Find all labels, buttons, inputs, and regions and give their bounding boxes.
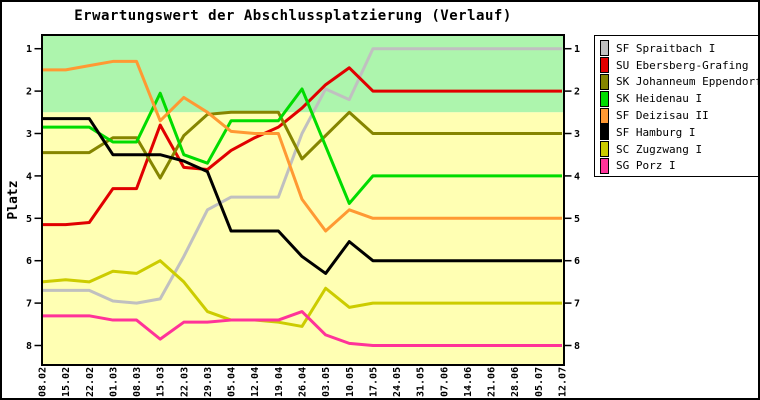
x-tick-label: 14.06 bbox=[463, 367, 474, 397]
legend-item: SF Spraitbach I bbox=[600, 40, 758, 57]
y-tick-label-right: 4 bbox=[574, 171, 580, 182]
y-tick-label-left: 4 bbox=[26, 171, 32, 182]
legend-item: SK Heidenau I bbox=[600, 90, 758, 107]
legend-label: SC Zugzwang I bbox=[616, 142, 703, 156]
legend-item: SF Deizisau II bbox=[600, 107, 758, 124]
legend-label: SF Spraitbach I bbox=[616, 41, 716, 55]
legend-label: SG Porz I bbox=[616, 159, 676, 173]
legend-item: SF Hamburg I bbox=[600, 124, 758, 141]
x-tick-label: 15.02 bbox=[61, 367, 72, 397]
x-tick-label: 29.03 bbox=[203, 367, 214, 397]
x-tick-label: 26.04 bbox=[298, 367, 309, 397]
series-line bbox=[42, 59, 562, 233]
series-line bbox=[42, 66, 562, 227]
x-tick-label: 12.07 bbox=[558, 367, 569, 397]
series-line bbox=[42, 110, 562, 180]
x-tick-label: 12.04 bbox=[250, 367, 261, 397]
y-tick-label-left: 8 bbox=[26, 341, 32, 352]
x-tick-label: 15.03 bbox=[156, 367, 167, 397]
y-tick-label-right: 3 bbox=[574, 129, 580, 140]
x-tick-label: 22.02 bbox=[85, 367, 96, 397]
legend-swatch bbox=[600, 57, 609, 74]
plot-border bbox=[41, 34, 565, 366]
x-tick-label: 10.05 bbox=[345, 367, 356, 397]
series-line bbox=[41, 259, 562, 328]
x-tick-label: 19.04 bbox=[274, 367, 285, 397]
series-line bbox=[42, 310, 562, 347]
legend-label: SF Hamburg I bbox=[616, 125, 696, 139]
legend-item: SU Ebersberg-Grafing bbox=[600, 57, 758, 74]
y-tick-label-right: 6 bbox=[574, 256, 580, 267]
x-tick-label: 24.05 bbox=[392, 367, 403, 397]
y-tick-label-right: 5 bbox=[574, 214, 580, 225]
qualification-zone-band bbox=[42, 35, 564, 113]
legend-item: SG Porz I bbox=[600, 157, 758, 175]
legend-swatch bbox=[600, 157, 609, 174]
x-tick-label: 22.03 bbox=[179, 367, 190, 397]
x-tick-label: 08.02 bbox=[38, 367, 49, 397]
legend-swatch bbox=[600, 124, 609, 141]
y-tick-label-right: 8 bbox=[574, 341, 580, 352]
x-tick-label: 05.07 bbox=[534, 367, 545, 397]
x-tick-label: 28.06 bbox=[510, 367, 521, 397]
y-tick-label-left: 5 bbox=[26, 214, 32, 225]
legend-swatch bbox=[600, 40, 609, 57]
legend-swatch bbox=[600, 107, 609, 124]
y-tick-label-left: 1 bbox=[26, 44, 32, 55]
x-tick-label: 21.06 bbox=[487, 367, 498, 397]
y-tick-label-right: 7 bbox=[574, 299, 580, 310]
series-line bbox=[42, 87, 562, 205]
y-tick-label-right: 1 bbox=[574, 44, 580, 55]
y-tick-label-right: 2 bbox=[574, 87, 580, 98]
series-line bbox=[42, 117, 562, 275]
legend-label: SF Deizisau II bbox=[616, 109, 709, 123]
x-tick-label: 05.04 bbox=[227, 367, 238, 397]
y-tick-label-left: 6 bbox=[26, 256, 32, 267]
legend-label: SU Ebersberg-Grafing bbox=[616, 58, 749, 72]
legend-swatch bbox=[600, 73, 609, 90]
legend-item: SK Johanneum Eppendorf I bbox=[600, 73, 760, 91]
y-tick-label-left: 2 bbox=[26, 87, 32, 98]
legend-item: SC Zugzwang I bbox=[600, 141, 758, 158]
series-line bbox=[42, 47, 562, 305]
legend-swatch bbox=[600, 90, 609, 107]
x-tick-label: 17.05 bbox=[368, 367, 379, 397]
legend-swatch bbox=[600, 141, 609, 158]
x-tick-label: 01.03 bbox=[108, 367, 119, 397]
x-tick-label: 03.05 bbox=[321, 367, 332, 397]
legend-label: SK Johanneum Eppendorf I bbox=[616, 75, 760, 89]
legend-label: SK Heidenau I bbox=[616, 92, 703, 106]
y-tick-label-left: 7 bbox=[26, 299, 32, 310]
y-axis-title: Platz bbox=[6, 180, 21, 219]
legend: SF Spraitbach I SU Ebersberg-Grafing SK Jo… bbox=[594, 35, 760, 177]
x-tick-label: 08.03 bbox=[132, 367, 143, 397]
x-tick-label: 31.05 bbox=[416, 367, 427, 397]
y-tick-label-left: 3 bbox=[26, 129, 32, 140]
x-tick-label: 07.06 bbox=[439, 367, 450, 397]
chart-title: Erwartungswert der Abschlussplatzierung … bbox=[74, 8, 512, 24]
